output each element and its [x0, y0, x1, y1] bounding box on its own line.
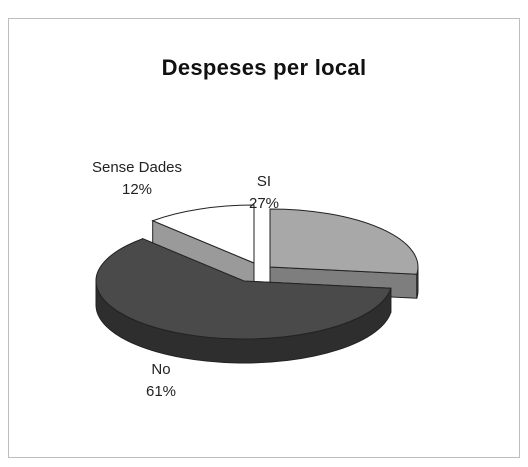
slice-sense-dades-value: 12%: [121, 181, 153, 198]
slice-label-sense-dades: Sense Dades 12%: [72, 157, 202, 201]
slice-no-top: [95, 238, 392, 340]
slice-sense-dades-name: Sense Dades: [91, 159, 183, 176]
slice-label-no: No 61%: [121, 359, 201, 403]
pie-chart: [95, 204, 419, 364]
slice-si-name: SI: [256, 173, 272, 190]
chart-frame: Despeses per local SI 27% No 61% Sense D…: [8, 18, 520, 458]
slice-no-value: 61%: [145, 383, 177, 400]
slice-si-value: 27%: [248, 195, 280, 212]
slice-label-si: SI 27%: [219, 171, 309, 215]
slice-no-name: No: [151, 361, 171, 378]
slice-si-top: [269, 208, 419, 275]
slice-sense-dades-top: [151, 204, 255, 264]
chart-title: Despeses per local: [161, 55, 367, 80]
